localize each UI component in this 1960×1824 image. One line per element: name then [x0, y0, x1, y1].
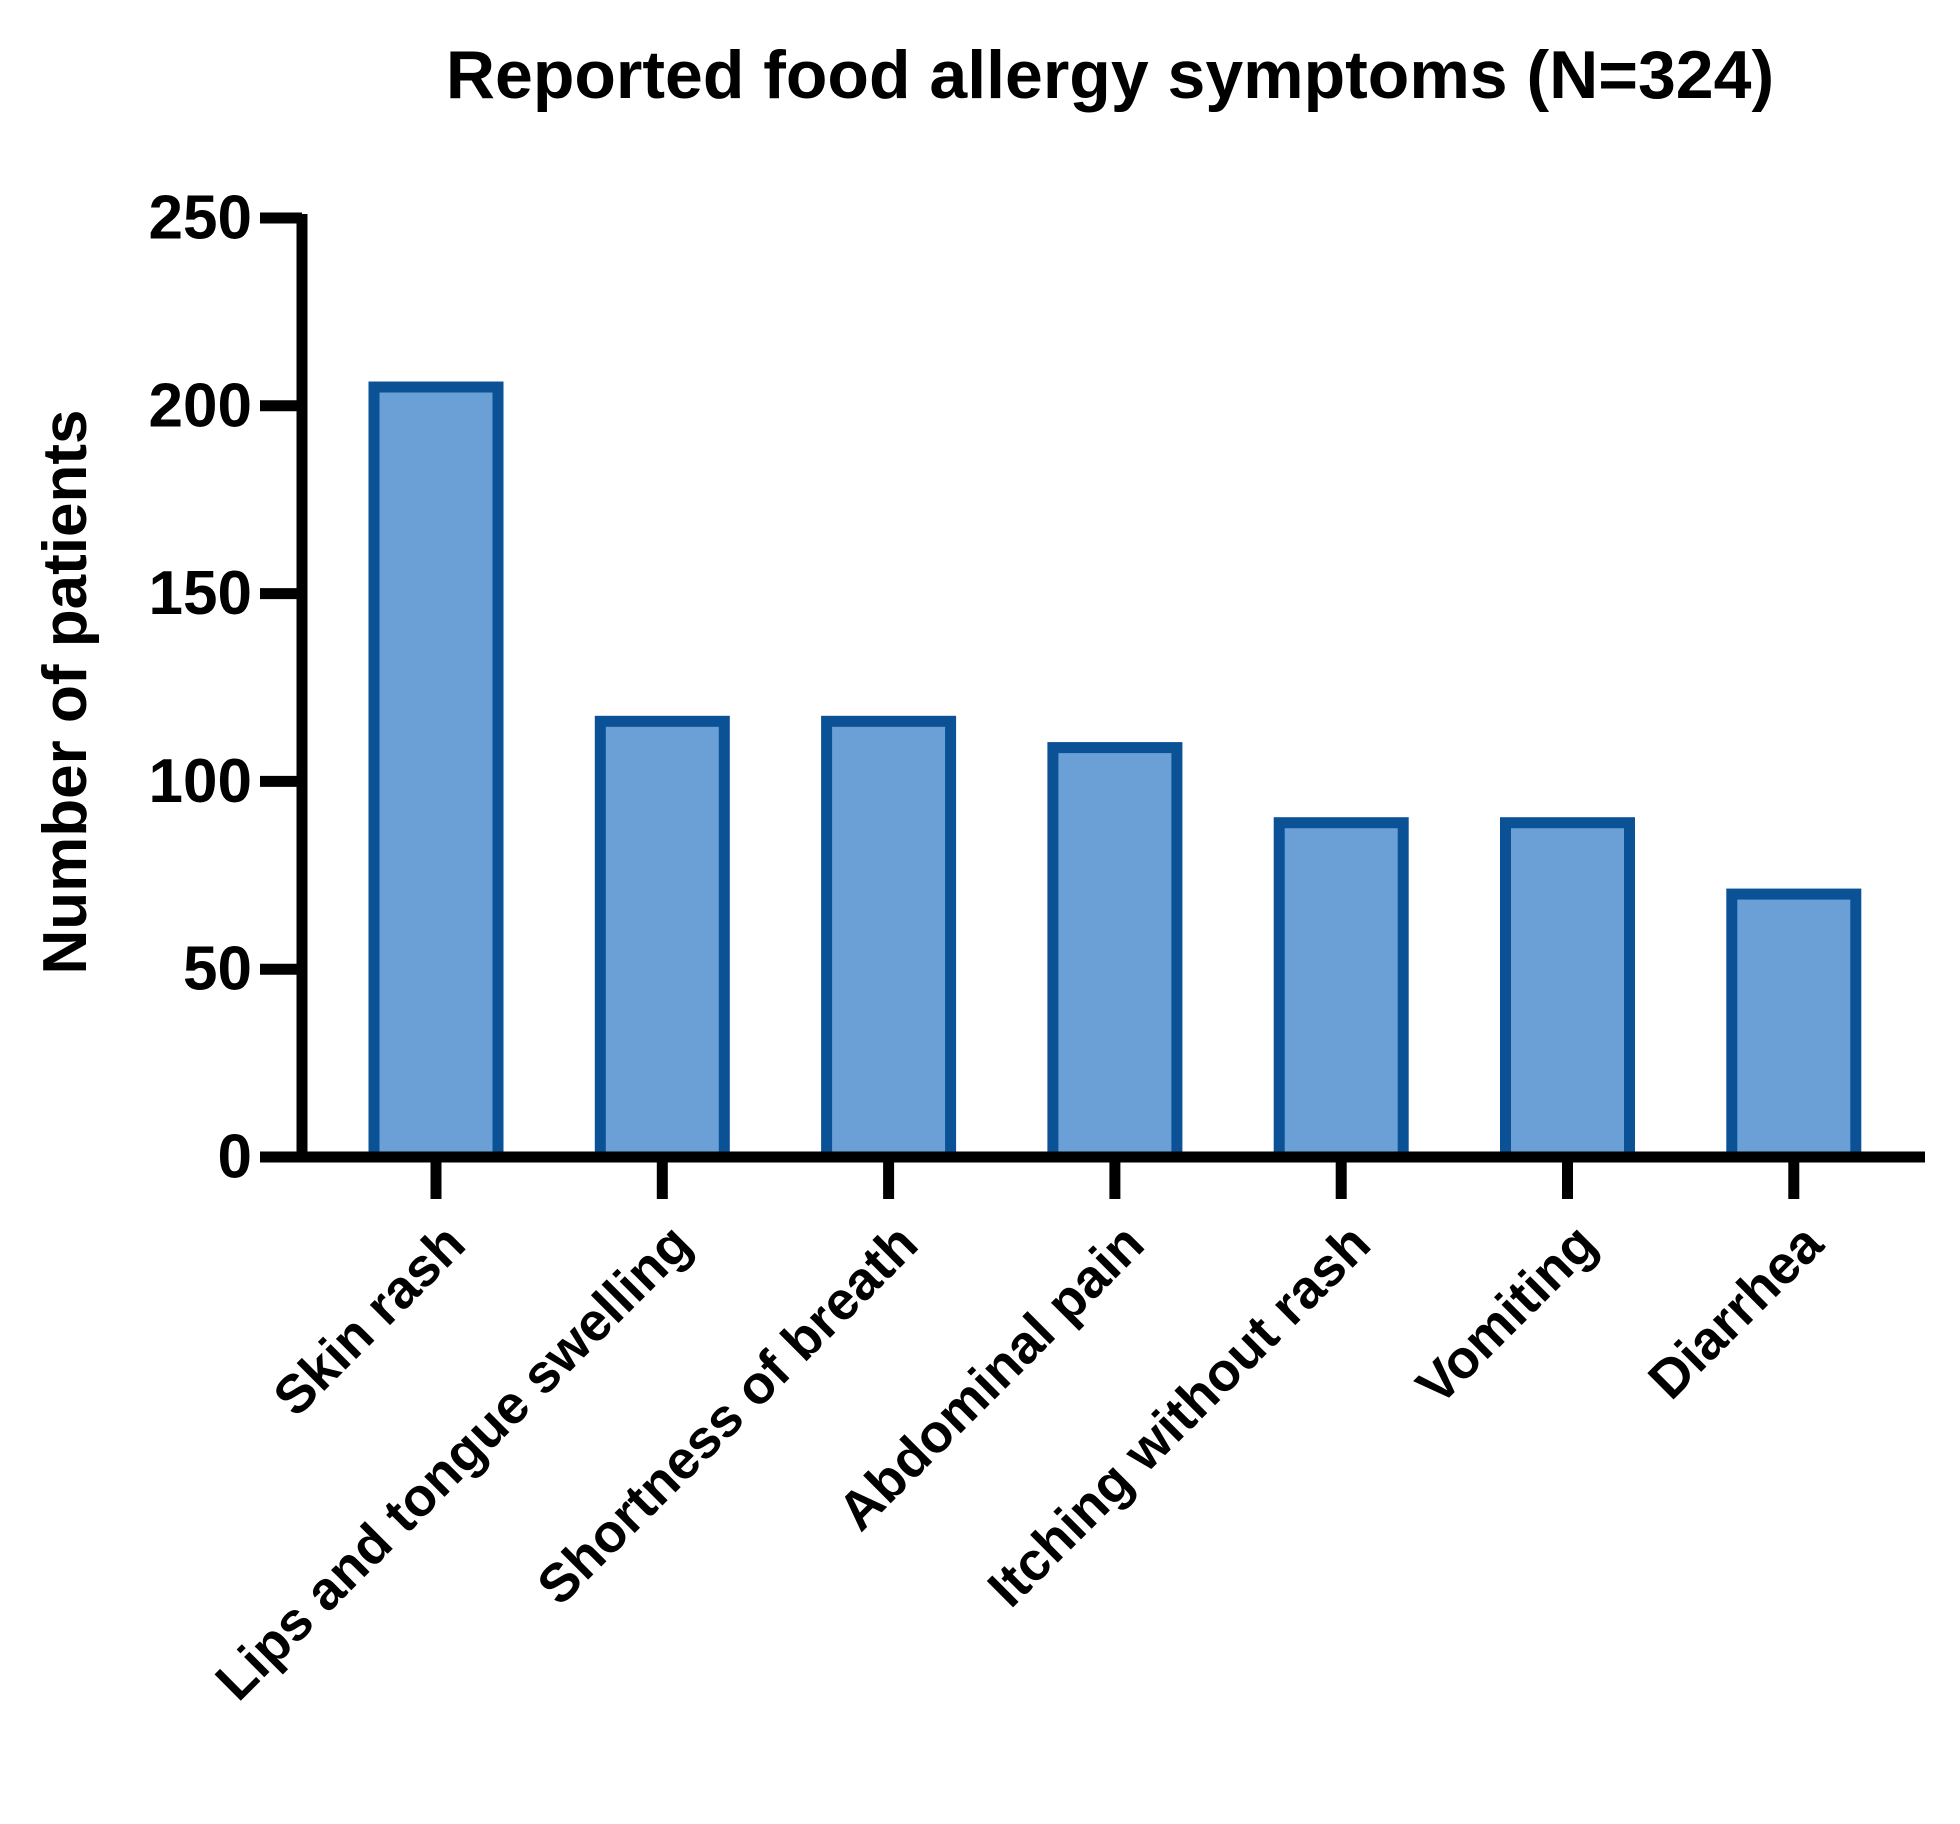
- x-tick-label: Vomiting: [1405, 1213, 1608, 1416]
- bar-abdominal-pain: [1047, 742, 1183, 1163]
- y-tick-label: 0: [218, 1123, 252, 1192]
- x-tick-label: Shortness of breath: [526, 1213, 929, 1616]
- y-tick-label: 250: [149, 184, 252, 253]
- y-axis-label: Number of patients: [31, 410, 100, 975]
- chart-title: Reported food allergy symptoms (N=324): [446, 37, 1774, 113]
- x-tick-label: Lips and tongue swelling: [204, 1213, 703, 1712]
- bars-group: [368, 381, 1862, 1163]
- bar-diarrhea: [1726, 888, 1862, 1163]
- x-tick-label: Diarrhea: [1637, 1212, 1835, 1410]
- bar-vomiting: [1500, 817, 1635, 1163]
- y-tick-label: 50: [183, 935, 252, 1004]
- x-tick-label: Skin rash: [262, 1213, 476, 1427]
- bar-itching-without-rash: [1273, 817, 1409, 1163]
- y-tick-label: 200: [149, 371, 252, 440]
- y-tick-label: 150: [149, 559, 252, 628]
- x-tick-label: Itching without rash: [977, 1213, 1382, 1618]
- bar-shortness-of-breath: [821, 715, 957, 1163]
- y-ticks-group: 0 50 100 150 200 250: [149, 184, 302, 1192]
- y-tick-label: 100: [149, 747, 252, 816]
- bar-skin-rash: [368, 381, 504, 1163]
- bar-lips-and-tongue-swelling: [594, 715, 730, 1163]
